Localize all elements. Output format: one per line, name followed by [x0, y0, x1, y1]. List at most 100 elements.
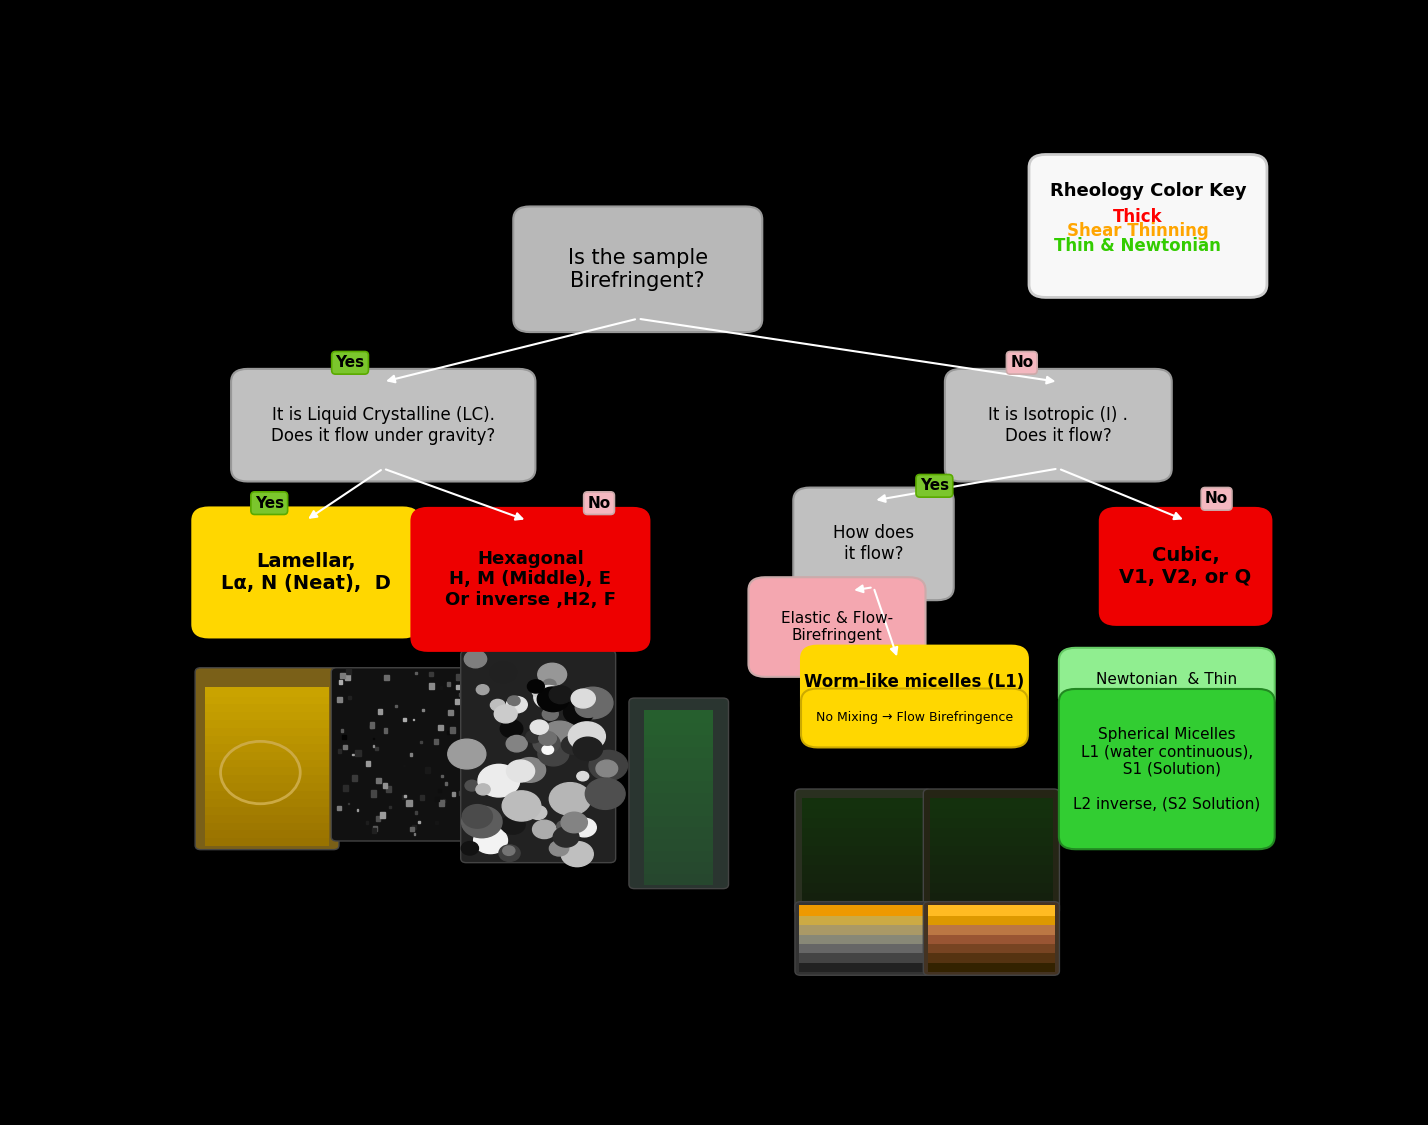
FancyBboxPatch shape	[801, 688, 1028, 747]
Circle shape	[507, 760, 534, 782]
Circle shape	[538, 741, 568, 766]
FancyBboxPatch shape	[644, 710, 713, 723]
FancyBboxPatch shape	[206, 813, 328, 822]
FancyBboxPatch shape	[411, 507, 650, 651]
Circle shape	[527, 680, 544, 693]
FancyBboxPatch shape	[924, 901, 1060, 975]
FancyBboxPatch shape	[801, 646, 1028, 719]
Circle shape	[500, 720, 523, 738]
FancyBboxPatch shape	[644, 872, 713, 885]
FancyBboxPatch shape	[206, 750, 328, 759]
FancyBboxPatch shape	[801, 808, 924, 818]
Circle shape	[533, 732, 560, 754]
Bar	[457, 685, 460, 690]
FancyBboxPatch shape	[206, 798, 328, 807]
Circle shape	[564, 700, 594, 724]
Bar	[337, 749, 341, 753]
Text: No: No	[1205, 492, 1228, 506]
Bar	[460, 791, 463, 795]
Circle shape	[448, 739, 486, 770]
Bar	[441, 775, 443, 777]
Bar	[370, 722, 374, 728]
Text: Elastic & Flow-
Birefringent: Elastic & Flow- Birefringent	[781, 611, 892, 643]
FancyBboxPatch shape	[801, 817, 924, 828]
Circle shape	[461, 842, 478, 855]
FancyBboxPatch shape	[801, 863, 924, 874]
Bar	[434, 796, 438, 801]
Text: Shear Thinning: Shear Thinning	[1067, 222, 1208, 240]
Bar	[453, 792, 456, 795]
FancyBboxPatch shape	[206, 742, 328, 752]
FancyBboxPatch shape	[930, 854, 1052, 865]
Bar	[373, 826, 377, 830]
Bar	[373, 745, 374, 747]
Text: Yes: Yes	[920, 478, 950, 494]
Circle shape	[543, 745, 554, 754]
Circle shape	[568, 722, 605, 750]
FancyBboxPatch shape	[801, 836, 924, 846]
FancyBboxPatch shape	[206, 719, 328, 728]
Bar	[420, 741, 423, 744]
Circle shape	[538, 664, 567, 686]
Bar	[430, 672, 433, 676]
Bar	[353, 775, 357, 781]
Bar	[338, 681, 341, 684]
Circle shape	[533, 686, 547, 698]
FancyBboxPatch shape	[644, 814, 713, 827]
Bar	[434, 739, 438, 745]
Bar	[376, 747, 378, 750]
Bar	[403, 718, 406, 721]
FancyBboxPatch shape	[628, 698, 728, 889]
FancyBboxPatch shape	[748, 577, 925, 677]
FancyBboxPatch shape	[800, 952, 927, 963]
Circle shape	[530, 720, 548, 735]
FancyBboxPatch shape	[930, 863, 1052, 874]
Text: Newtonian  & Thin: Newtonian & Thin	[1097, 672, 1237, 686]
FancyBboxPatch shape	[196, 668, 338, 849]
Circle shape	[561, 812, 587, 832]
Circle shape	[553, 827, 578, 847]
Bar	[377, 778, 381, 783]
Bar	[414, 834, 416, 835]
Text: Lamellar,
Lα, N (Neat),  D: Lamellar, Lα, N (Neat), D	[221, 552, 391, 593]
FancyBboxPatch shape	[644, 745, 713, 758]
Circle shape	[490, 662, 517, 683]
Bar	[384, 728, 387, 732]
FancyBboxPatch shape	[928, 933, 1055, 944]
FancyBboxPatch shape	[644, 849, 713, 862]
Circle shape	[557, 821, 570, 831]
Bar	[438, 724, 443, 730]
FancyBboxPatch shape	[801, 900, 924, 911]
Circle shape	[575, 696, 601, 718]
Circle shape	[503, 846, 516, 855]
Bar	[407, 800, 411, 807]
Bar	[448, 710, 453, 714]
FancyBboxPatch shape	[930, 817, 1052, 828]
Text: Thin & Newtonian: Thin & Newtonian	[1054, 237, 1221, 255]
Text: No Mixing → Flow Birefringence: No Mixing → Flow Birefringence	[815, 711, 1012, 724]
Bar	[356, 749, 361, 756]
Bar	[460, 693, 461, 696]
Text: Thick: Thick	[1112, 208, 1162, 226]
FancyBboxPatch shape	[930, 900, 1052, 911]
FancyBboxPatch shape	[928, 952, 1055, 963]
Circle shape	[585, 778, 625, 809]
Bar	[388, 806, 391, 808]
Circle shape	[498, 845, 520, 862]
Bar	[384, 675, 388, 681]
Bar	[340, 673, 344, 678]
Circle shape	[507, 696, 527, 713]
Text: Hexagonal
H, M (Middle), E
Or inverse ,H2, F: Hexagonal H, M (Middle), E Or inverse ,H…	[446, 550, 615, 609]
Bar	[440, 686, 443, 690]
Bar	[424, 767, 430, 773]
FancyBboxPatch shape	[930, 808, 1052, 818]
Bar	[450, 728, 456, 732]
Circle shape	[507, 696, 520, 705]
FancyBboxPatch shape	[331, 668, 470, 842]
Bar	[386, 786, 391, 792]
Circle shape	[573, 818, 597, 837]
FancyBboxPatch shape	[206, 766, 328, 775]
FancyBboxPatch shape	[193, 507, 420, 638]
FancyBboxPatch shape	[206, 829, 328, 838]
FancyBboxPatch shape	[930, 845, 1052, 855]
